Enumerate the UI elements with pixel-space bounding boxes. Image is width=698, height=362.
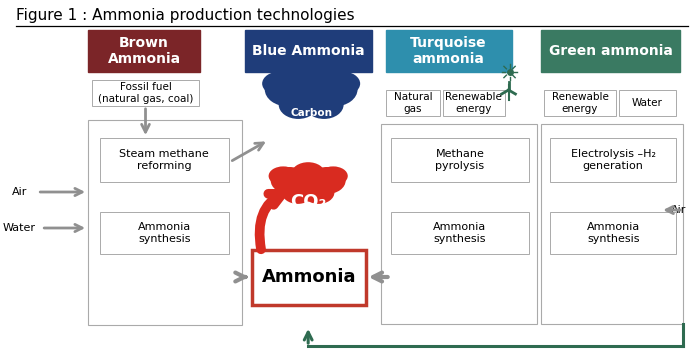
- Ellipse shape: [285, 168, 331, 202]
- Bar: [541, 124, 683, 324]
- Text: Ammonia
synthesis: Ammonia synthesis: [138, 222, 191, 244]
- Text: Natural
gas: Natural gas: [394, 92, 432, 114]
- Ellipse shape: [282, 181, 313, 204]
- Text: CO₂: CO₂: [290, 193, 327, 211]
- Text: Ammonia
synthesis: Ammonia synthesis: [433, 222, 487, 244]
- Bar: [88, 120, 242, 325]
- Bar: [245, 30, 371, 72]
- Bar: [385, 90, 440, 116]
- Ellipse shape: [290, 66, 332, 95]
- Bar: [390, 138, 529, 182]
- Ellipse shape: [271, 167, 309, 194]
- Ellipse shape: [292, 162, 325, 185]
- Text: Steam methane
reforming: Steam methane reforming: [119, 149, 209, 171]
- Text: Brown
Ammonia: Brown Ammonia: [107, 36, 181, 66]
- Text: Turquoise
ammonia: Turquoise ammonia: [410, 36, 487, 66]
- Ellipse shape: [318, 167, 348, 186]
- Bar: [541, 30, 680, 72]
- Text: Carbon
capture and
storage
(CCS): Carbon capture and storage (CCS): [276, 108, 347, 152]
- Bar: [100, 212, 229, 254]
- Text: Blue Ammonia: Blue Ammonia: [252, 44, 364, 58]
- Ellipse shape: [279, 90, 318, 119]
- Text: Ammonia
synthesis: Ammonia synthesis: [586, 222, 640, 244]
- Text: Air: Air: [12, 187, 27, 197]
- Bar: [92, 80, 199, 106]
- Bar: [385, 30, 512, 72]
- Ellipse shape: [269, 167, 298, 186]
- Bar: [100, 138, 229, 182]
- Text: Water: Water: [3, 223, 36, 233]
- Text: Air: Air: [671, 205, 686, 215]
- Text: Fossil fuel
(natural gas, coal): Fossil fuel (natural gas, coal): [98, 82, 193, 104]
- Text: Figure 1 : Ammonia production technologies: Figure 1 : Ammonia production technologi…: [15, 8, 354, 23]
- Text: Green ammonia: Green ammonia: [549, 44, 673, 58]
- Ellipse shape: [304, 90, 343, 119]
- Bar: [252, 250, 366, 305]
- Text: Ammonia: Ammonia: [262, 269, 356, 286]
- Bar: [380, 124, 537, 324]
- Ellipse shape: [309, 167, 346, 194]
- Ellipse shape: [311, 72, 357, 106]
- Bar: [618, 90, 676, 116]
- Bar: [443, 90, 505, 116]
- Bar: [550, 212, 676, 254]
- Ellipse shape: [324, 71, 360, 96]
- Bar: [390, 212, 529, 254]
- Bar: [88, 30, 200, 72]
- Ellipse shape: [262, 71, 298, 96]
- Text: Electrolysis –H₂
generation: Electrolysis –H₂ generation: [571, 149, 655, 171]
- Ellipse shape: [303, 181, 334, 204]
- Bar: [550, 138, 676, 182]
- Ellipse shape: [265, 72, 311, 106]
- Text: Renewable
energy: Renewable energy: [551, 92, 609, 114]
- Text: Water: Water: [632, 98, 663, 108]
- Bar: [544, 90, 616, 116]
- Text: Methane
pyrolysis: Methane pyrolysis: [436, 149, 484, 171]
- Ellipse shape: [283, 74, 339, 116]
- Text: Renewable
energy: Renewable energy: [445, 92, 503, 114]
